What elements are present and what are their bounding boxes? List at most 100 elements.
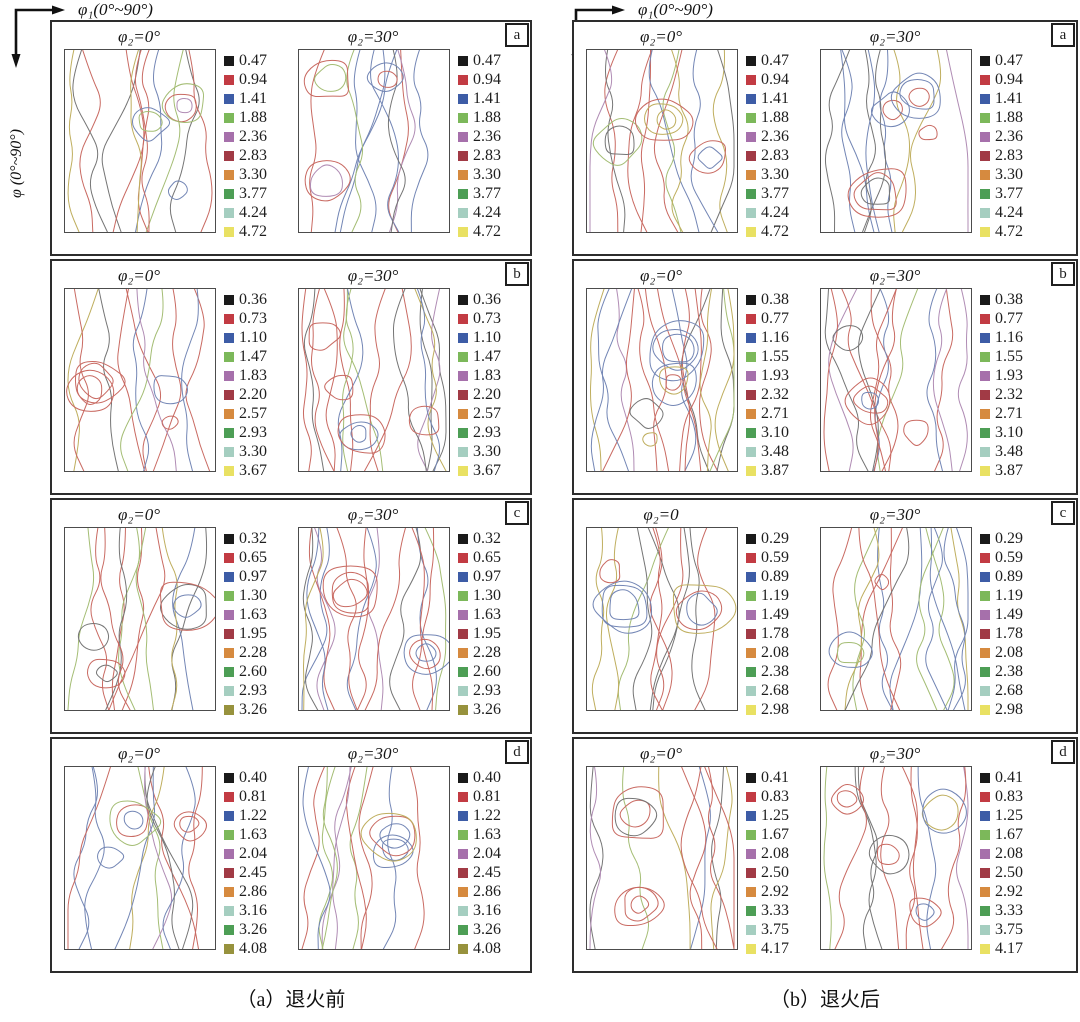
legend-entry: 0.83	[746, 787, 804, 806]
panel-row: c φ₂=0° 0.32 0.65 0.97 1.30 1.63 1.95 2.28 2.60…	[50, 498, 532, 734]
legend-value: 0.94	[995, 70, 1023, 88]
legend-swatch-icon	[458, 465, 468, 476]
legend-swatch-icon	[746, 628, 756, 639]
legend-value: 0.40	[473, 768, 501, 786]
legend-entry: 3.16	[224, 901, 282, 920]
legend-value: 1.63	[473, 605, 501, 623]
legend-swatch-icon	[746, 74, 756, 85]
legend-swatch-icon	[980, 848, 990, 859]
legend-entry: 2.38	[980, 662, 1038, 681]
contour-legend: 0.40 0.81 1.22 1.63 2.04 2.45 2.86 3.16 3.26 4.08	[224, 766, 282, 958]
legend-entry: 0.83	[980, 787, 1038, 806]
section-title: φ₂=0	[643, 505, 679, 524]
legend-swatch-icon	[224, 389, 234, 400]
legend-swatch-icon	[458, 74, 468, 85]
legend-value: 1.63	[473, 825, 501, 843]
legend-swatch-icon	[980, 685, 990, 696]
legend-entry: 3.26	[224, 920, 282, 939]
legend-swatch-icon	[458, 552, 468, 563]
legend-value: 2.20	[473, 385, 501, 403]
contour-plot	[298, 49, 450, 233]
legend-swatch-icon	[746, 427, 756, 438]
legend-entry: 1.95	[224, 624, 282, 643]
legend-swatch-icon	[980, 628, 990, 639]
legend-value: 0.94	[473, 70, 501, 88]
contour-plot	[820, 527, 972, 711]
legend-swatch-icon	[224, 131, 234, 142]
legend-value: 2.08	[995, 643, 1023, 661]
legend-value: 4.17	[995, 939, 1023, 957]
legend-swatch-icon	[980, 924, 990, 935]
legend-value: 1.16	[761, 328, 789, 346]
legend-swatch-icon	[224, 791, 234, 802]
legend-value: 1.67	[761, 825, 789, 843]
legend-entry: 3.33	[980, 901, 1038, 920]
legend-value: 2.36	[995, 127, 1023, 145]
legend-value: 2.98	[995, 700, 1023, 718]
legend-entry: 2.08	[746, 643, 804, 662]
section-title: φ₂=0°	[639, 744, 683, 763]
legend-entry: 3.48	[980, 442, 1038, 461]
legend-value: 2.92	[761, 882, 789, 900]
legend-entry: 3.77	[746, 184, 804, 203]
legend-swatch-icon	[746, 867, 756, 878]
legend-entry: 2.57	[458, 404, 516, 423]
legend-value: 3.77	[473, 184, 501, 202]
legend-value: 0.47	[995, 51, 1023, 69]
legend-entry: 1.41	[458, 89, 516, 108]
panel-row: b φ₂=0° 0.36 0.73 1.10 1.47 1.83 2.20 2.57 2.93…	[50, 259, 532, 495]
contour-legend: 0.32 0.65 0.97 1.30 1.63 1.95 2.28 2.60 2.93 3.26	[458, 527, 516, 719]
legend-value: 2.83	[761, 146, 789, 164]
legend-value: 1.49	[761, 605, 789, 623]
section-unit: φ₂=30° 0.47 0.94 1.41 1.88 2.36 2.83 3.30 3.77 4…	[298, 24, 530, 254]
legend-value: 3.75	[761, 920, 789, 938]
legend-value: 3.33	[761, 901, 789, 919]
legend-entry: 0.81	[458, 787, 516, 806]
legend-value: 0.59	[761, 548, 789, 566]
legend-entry: 0.36	[224, 290, 282, 309]
legend-swatch-icon	[980, 226, 990, 237]
legend-entry: 0.73	[458, 309, 516, 328]
legend-swatch-icon	[980, 207, 990, 218]
legend-swatch-icon	[224, 351, 234, 362]
legend-value: 2.38	[761, 662, 789, 680]
legend-swatch-icon	[224, 93, 234, 104]
legend-value: 0.32	[473, 529, 501, 547]
legend-value: 1.93	[995, 366, 1023, 384]
legend-swatch-icon	[224, 666, 234, 677]
legend-value: 0.29	[995, 529, 1023, 547]
legend-value: 1.10	[239, 328, 267, 346]
legend-entry: 2.36	[980, 127, 1038, 146]
legend-swatch-icon	[224, 867, 234, 878]
legend-value: 2.50	[995, 863, 1023, 881]
legend-entry: 2.83	[458, 146, 516, 165]
legend-swatch-icon	[746, 351, 756, 362]
legend-value: 3.75	[995, 920, 1023, 938]
legend-value: 3.67	[239, 461, 267, 479]
legend-entry: 3.30	[980, 165, 1038, 184]
legend-swatch-icon	[980, 55, 990, 66]
legend-swatch-icon	[458, 112, 468, 123]
legend-swatch-icon	[980, 351, 990, 362]
legend-value: 4.17	[761, 939, 789, 957]
legend-value: 1.83	[239, 366, 267, 384]
legend-swatch-icon	[458, 427, 468, 438]
legend-entry: 2.92	[746, 882, 804, 901]
legend-value: 3.26	[239, 700, 267, 718]
legend-value: 0.89	[761, 567, 789, 585]
legend-swatch-icon	[980, 943, 990, 954]
legend-entry: 1.41	[224, 89, 282, 108]
contour-plot	[820, 49, 972, 233]
legend-entry: 1.41	[746, 89, 804, 108]
legend-value: 0.59	[995, 548, 1023, 566]
legend-entry: 0.89	[980, 567, 1038, 586]
legend-swatch-icon	[458, 93, 468, 104]
legend-swatch-icon	[224, 332, 234, 343]
legend-value: 2.83	[995, 146, 1023, 164]
legend-swatch-icon	[224, 370, 234, 381]
x-axis-label: φ₁(0°~90°)	[78, 0, 153, 19]
legend-value: 1.55	[995, 347, 1023, 365]
section-title: φ₂=0°	[117, 505, 161, 524]
legend-entry: 3.48	[746, 442, 804, 461]
